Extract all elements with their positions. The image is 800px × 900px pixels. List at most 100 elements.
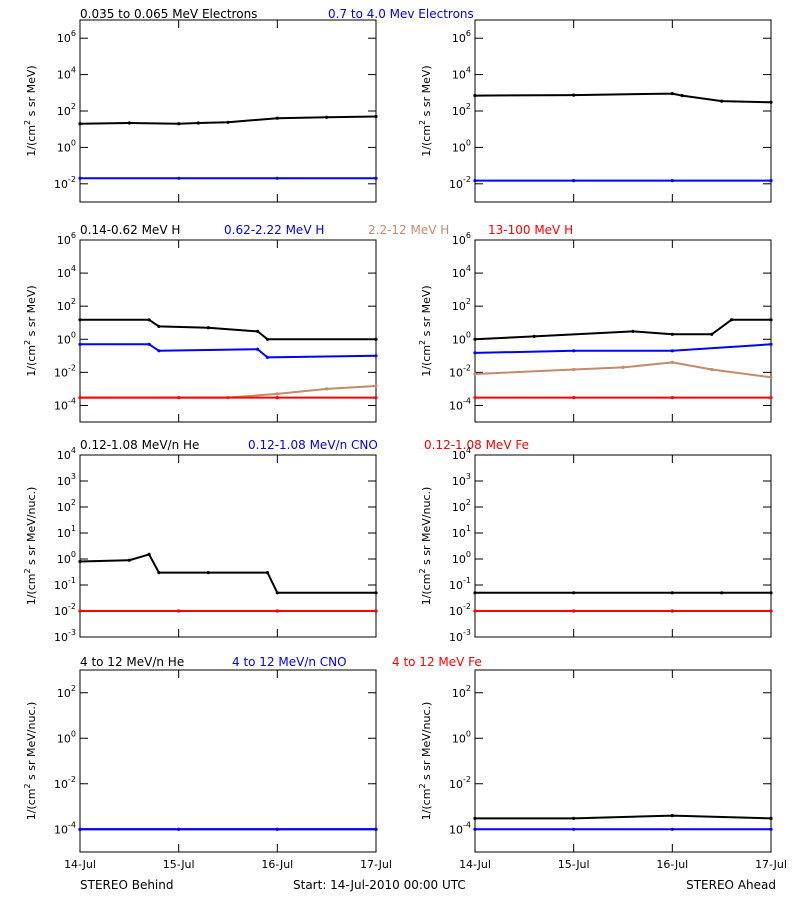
- protons-ahead-point-2: [621, 365, 625, 369]
- electrons-ahead-point-0: [670, 92, 674, 96]
- he-cno-fe-high-ahead-point-1: [572, 827, 576, 831]
- he-cno-fe-low-ahead-ytick-label: 104: [452, 446, 471, 462]
- protons-ahead-point-0: [729, 318, 734, 322]
- he-cno-fe-low-behind-point-2: [78, 609, 82, 613]
- protons-ahead-point-2: [572, 367, 576, 372]
- he-cno-fe-low-ahead-point-0: [572, 591, 576, 595]
- he-cno-fe-high-behind-xtick-label: 14-Jul: [64, 858, 96, 871]
- electrons-behind-point-0: [275, 116, 279, 120]
- he-cno-fe-low-ahead-point-0: [473, 591, 477, 595]
- he-cno-fe-low-behind-point-2: [177, 609, 181, 613]
- he-cno-fe-low-ahead-ytick-label: 100: [452, 550, 471, 566]
- he-cno-fe-high-behind-ytick-label: 102: [57, 684, 76, 700]
- he-cno-fe-low-behind-point-2: [374, 609, 378, 613]
- he-cno-fe-low-behind-point-0: [206, 571, 210, 575]
- protons-ahead-ytick-label: 10-2: [449, 363, 471, 379]
- he-cno-fe-low-behind-ytick-label: 100: [57, 550, 76, 566]
- electrons-behind-ytick-label: 104: [57, 66, 76, 82]
- he-cno-fe-high-ahead-point-0: [572, 816, 576, 821]
- protons-ahead-point-3: [473, 396, 477, 400]
- protons-ahead-point-0: [769, 318, 773, 322]
- protons-behind-series-2: [80, 385, 377, 399]
- he-cno-fe-high-behind-xtick-label: 15-Jul: [163, 858, 195, 871]
- he-cno-fe-high-ahead-series-0: [475, 814, 772, 820]
- protons-behind-ytick-label: 10-2: [54, 363, 76, 379]
- legend-h-4: 13-100 MeV H: [488, 223, 573, 237]
- protons-behind-ytick-label: 10-4: [54, 396, 76, 412]
- legend-hi-3: 4 to 12 MeV Fe: [392, 655, 482, 669]
- protons-ahead-point-0: [631, 329, 635, 333]
- he-cno-fe-high-ahead-ytick-label: 10-4: [449, 820, 471, 836]
- he-cno-fe-low-ahead-ytick-label: 101: [452, 524, 471, 540]
- he-cno-fe-low-behind-ytick-label: 103: [57, 472, 76, 488]
- electrons-ahead-point-1: [572, 179, 576, 183]
- he-cno-fe-high-ahead-xtick-label: 14-Jul: [459, 858, 491, 871]
- he-cno-fe-high-ahead-point-0: [769, 816, 773, 821]
- electrons-behind-point-0: [325, 115, 329, 119]
- protons-behind-point-0: [256, 329, 260, 333]
- electrons-ahead-point-0: [720, 99, 724, 103]
- he-cno-fe-low-behind-point-0: [374, 591, 378, 595]
- he-cno-fe-low-ahead-point-2: [473, 609, 477, 613]
- he-cno-fe-low-behind-frame: [79, 454, 377, 638]
- protons-behind-ylabel: 1/(cm2 s sr MeV): [23, 285, 38, 376]
- he-cno-fe-high-behind-point-1: [177, 827, 181, 831]
- protons-ahead-ytick-label: 104: [452, 264, 471, 280]
- legend-h-2: 0.62-2.22 MeV H: [224, 223, 324, 237]
- he-cno-fe-low-behind-ylabel: 1/(cm2 s sr MeV/nuc.): [23, 487, 38, 606]
- protons-behind-point-3: [374, 396, 378, 400]
- protons-behind-ytick-label: 106: [57, 231, 76, 247]
- legend-h-3: 2.2-12 MeV H: [368, 223, 449, 237]
- he-cno-fe-high-behind-ytick-label: 100: [57, 729, 76, 745]
- he-cno-fe-high-ahead-point-1: [473, 827, 477, 831]
- protons-ahead-ytick-label: 106: [452, 231, 471, 247]
- protons-behind-point-1: [157, 349, 161, 353]
- protons-ahead-ytick-label: 100: [452, 330, 471, 346]
- he-cno-fe-high-ahead-xtick-label: 15-Jul: [558, 858, 590, 871]
- he-cno-fe-high-behind-ylabel: 1/(cm2 s sr MeV/nuc.): [23, 702, 38, 821]
- electrons-behind-series-0: [79, 115, 377, 125]
- legend-elec-lo: 0.035 to 0.065 MeV Electrons: [80, 7, 257, 21]
- he-cno-fe-high-behind-ytick-label: 10-4: [54, 820, 76, 836]
- protons-behind-point-1: [78, 342, 82, 346]
- protons-behind-ytick-label: 104: [57, 264, 76, 280]
- protons-ahead-frame: [474, 239, 772, 423]
- protons-behind-point-0: [157, 324, 161, 328]
- he-cno-fe-low-behind-ytick-label: 101: [57, 524, 76, 540]
- protons-ahead-point-2: [473, 372, 477, 376]
- electrons-ahead-ytick-label: 104: [452, 66, 471, 82]
- protons-behind-point-2: [325, 387, 329, 391]
- protons-ahead-ylabel: 1/(cm2 s sr MeV): [418, 285, 433, 376]
- he-cno-fe-low-behind-ytick-label: 104: [57, 446, 76, 462]
- legend-hi-2: 4 to 12 MeV/n CNO: [232, 655, 347, 669]
- legend-he-1: 0.12-1.08 MeV/n He: [80, 438, 199, 452]
- he-cno-fe-low-ahead-ylabel: 1/(cm2 s sr MeV/nuc.): [418, 487, 433, 606]
- electrons-behind-ytick-label: 100: [57, 138, 76, 154]
- legend-he-2: 0.12-1.08 MeV/n CNO: [248, 438, 378, 452]
- he-cno-fe-high-behind-xtick-label: 17-Jul: [360, 858, 392, 871]
- footer-center: Start: 14-Jul-2010 00:00 UTC: [293, 878, 466, 892]
- footer-left: STEREO Behind: [80, 878, 174, 892]
- protons-ahead-ytick-label: 102: [452, 297, 471, 313]
- electrons-ahead-series-0: [474, 92, 772, 104]
- electrons-behind-point-1: [275, 176, 279, 180]
- he-cno-fe-low-behind-point-2: [275, 609, 279, 613]
- he-cno-fe-high-ahead-point-1: [769, 827, 773, 831]
- protons-behind-series-1: [80, 343, 377, 359]
- protons-ahead-series-1: [474, 343, 772, 354]
- electrons-ahead-ytick-label: 102: [452, 102, 471, 118]
- protons-behind-point-1: [265, 355, 270, 359]
- he-cno-fe-high-ahead-point-1: [670, 827, 674, 831]
- legend-elec-hi: 0.7 to 4.0 Mev Electrons: [328, 7, 474, 21]
- he-cno-fe-low-ahead-ytick-label: 103: [452, 472, 471, 488]
- protons-ahead-series-2: [474, 361, 772, 379]
- electrons-behind-ylabel: 1/(cm2 s sr MeV): [23, 65, 38, 156]
- he-cno-fe-high-behind-point-1: [78, 827, 82, 831]
- electrons-behind-point-0: [226, 120, 230, 124]
- protons-behind-point-3: [177, 396, 181, 400]
- he-cno-fe-low-behind-point-0: [127, 558, 131, 562]
- he-cno-fe-low-ahead-point-2: [670, 609, 674, 613]
- protons-behind-series-0: [80, 318, 376, 341]
- electrons-ahead-point-0: [473, 94, 477, 98]
- electrons-ahead-ylabel: 1/(cm2 s sr MeV): [418, 65, 433, 156]
